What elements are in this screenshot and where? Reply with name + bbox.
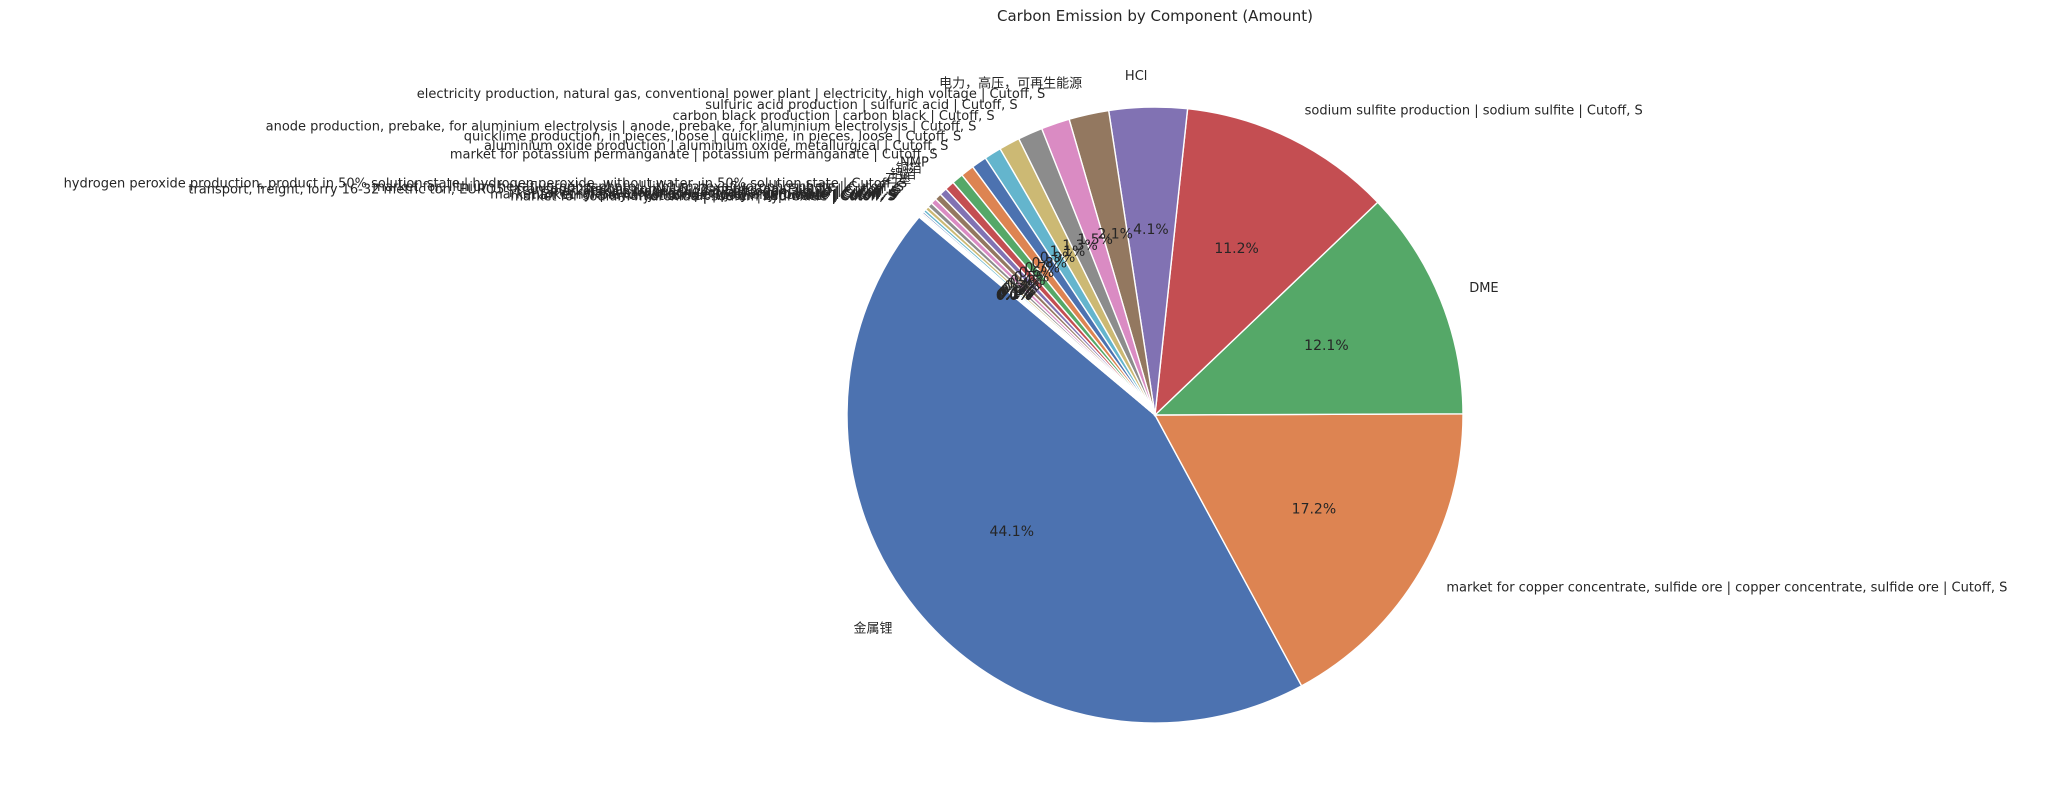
slice-percentage: 0.0% [996,288,1032,304]
chart-title: Carbon Emission by Component (Amount) [997,7,1313,25]
pie-slices [846,106,1464,724]
slice-label: market for ethylene carbonate | ethylene… [490,187,897,202]
slice-percentage: 0.1% [997,287,1033,303]
slice-percentage: 4.1% [1133,222,1169,238]
pie-slice [918,215,1156,416]
slice-label: HCl [1125,69,1147,84]
slice-percentage: 0.4% [1007,276,1043,292]
slice-percentage: 12.1% [1304,338,1348,354]
slice-percentage: 0.1% [999,284,1035,300]
slice-percentage: 0.3% [1002,281,1038,297]
slice-percentage: 0.8% [1032,255,1068,271]
slice-percentage: 2.1% [1097,227,1133,243]
slice-label: market for potassium permanganate | pota… [450,148,938,163]
slice-percentage: 0.7% [1025,261,1061,277]
slice-label: market for, lithium hexafluorophosphate … [372,180,904,195]
slice-percentage: 0.0% [996,288,1032,304]
slice-label: market for polyvinylfluoride | polyvinyl… [527,188,896,203]
slice-label: market for argon, liquid | argon, liquid… [582,186,898,201]
percentage-labels: 44.1% 17.2% 12.1% 11.2% 4.1%2.1%1.5%1.3%1.1%… [990,222,1349,540]
slice-percentage: 0.1% [998,286,1034,302]
pie-slice [1153,201,1464,416]
slice-label: market for sodium hydroxide | sodium hyd… [510,190,895,205]
slice-percentage: 0.1% [997,286,1033,302]
slice-percentage: 11.2% [1214,241,1258,257]
slice-label: 铜箔 [896,161,922,177]
slice-label: NMP [900,155,929,170]
pie-slice [1153,413,1464,687]
slice-percentage: 0.0% [996,287,1032,303]
slice-label: market for copper concentrate, sulfide o… [1446,580,2007,595]
slice-labels: 金属锂 market for copper concentrate, sulfid… [64,69,2008,637]
slice-percentage: 1.3% [1062,238,1098,254]
slice-label: aluminium oxide production | aluminium o… [484,139,948,154]
slice-label: carbon black production | carbon black |… [673,109,995,124]
slice-percentage: 17.2% [1292,501,1336,517]
slice-percentage: 0.4% [1010,273,1046,289]
slice-percentage: 44.1% [990,524,1034,540]
slice-percentage: 0.9% [1040,250,1076,266]
slice-label: sodium sulfite production | sodium sulfi… [1305,104,1643,119]
slice-label: 铝箔 [890,166,916,182]
slice-label: 电力，高压，可再生能源 [939,76,1082,92]
slice-label: hydrogen peroxide production, product in… [64,176,908,191]
slice-label: electricity production, natural gas, con… [417,87,1046,102]
slice-label: sulfuric acid production | sulfuric acid… [705,98,1017,113]
slice-percentage: 0.5% [1014,269,1050,285]
slice-label: 金属锂 [853,621,892,637]
slice-percentage: 1.5% [1077,232,1113,248]
slice-percentage: 0.2% [1000,283,1036,299]
slice-percentage: 0.3% [1004,279,1040,295]
slice-label: market for tap water | tap water | Cutof… [618,189,896,204]
pie-slice [846,216,1303,724]
pie-slice [1154,107,1379,417]
slice-percentage: 0.6% [1019,265,1055,281]
slice-label: DME [1469,281,1498,296]
slice-label: market for nitrogen, liquid | nitrogen, … [550,185,900,200]
slice-label: quicklime production, in pieces, loose |… [464,130,962,145]
slice-label: 石墨 [885,172,911,187]
slice-percentage: 1.1% [1050,244,1086,260]
slice-label: anode production, prebake, for aluminium… [266,120,977,135]
slice-label: transport, freight, lorry 16-32 metric t… [188,183,901,198]
